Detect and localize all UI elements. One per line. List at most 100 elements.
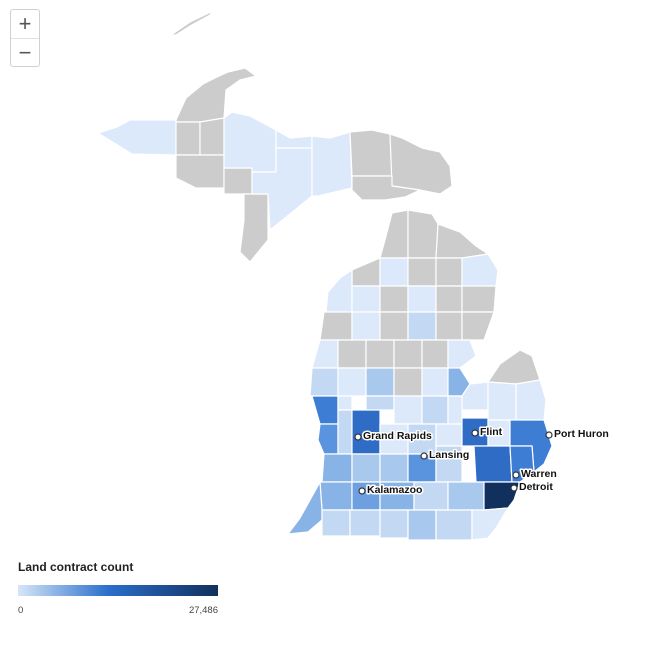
city-label: Port Huron: [554, 428, 609, 440]
county-arenac[interactable]: [447, 339, 477, 369]
county-hillsdale[interactable]: [435, 509, 473, 541]
county-alcona[interactable]: [461, 285, 497, 313]
city-marker[interactable]: Port Huron: [545, 427, 610, 442]
zoom-controls: + −: [10, 9, 40, 67]
county-kalkaska[interactable]: [379, 285, 409, 313]
county-roscommon[interactable]: [407, 311, 437, 341]
county-benzie[interactable]: [319, 311, 353, 341]
county-menominee[interactable]: [239, 193, 269, 263]
county-schoolcraft[interactable]: [311, 131, 353, 197]
upper-peninsula: [97, 10, 453, 263]
county-oakland[interactable]: [473, 445, 513, 483]
county-lenawee[interactable]: [471, 507, 509, 541]
county-isabella[interactable]: [393, 367, 423, 397]
legend-min-label: 0: [18, 605, 24, 616]
county-cheboygan[interactable]: [407, 209, 439, 259]
county-chippewa[interactable]: [389, 133, 453, 195]
county-huron[interactable]: [487, 349, 541, 385]
city-marker[interactable]: Kalamazoo: [358, 483, 424, 498]
county-baraga[interactable]: [199, 117, 225, 156]
county-oceana[interactable]: [311, 395, 339, 425]
county-dickinson[interactable]: [223, 167, 253, 195]
county-van-buren[interactable]: [287, 481, 323, 535]
county-washtenaw[interactable]: [447, 481, 485, 511]
county-grand-traverse[interactable]: [351, 285, 381, 313]
county-otsego[interactable]: [407, 257, 437, 287]
county-mecosta-newaygo[interactable]: [337, 367, 367, 397]
county-newaygo[interactable]: [337, 395, 353, 411]
county-shiawassee[interactable]: [435, 423, 463, 447]
city-marker[interactable]: Flint: [471, 425, 504, 440]
county-barry[interactable]: [351, 453, 381, 483]
city-label: Detroit: [519, 481, 553, 493]
city-dot: [358, 487, 366, 495]
county-eaton[interactable]: [379, 453, 409, 483]
county-delta[interactable]: [251, 147, 313, 231]
city-dot: [471, 429, 479, 437]
city-dot: [420, 452, 428, 460]
legend-title: Land contract count: [18, 560, 134, 574]
lower-peninsula: [287, 209, 553, 541]
county-iron[interactable]: [175, 154, 225, 189]
county-presque-isle[interactable]: [435, 223, 489, 259]
city-dot: [512, 471, 520, 479]
city-marker[interactable]: Detroit: [510, 480, 555, 495]
city-label: Lansing: [429, 449, 469, 461]
county-antrim[interactable]: [379, 257, 409, 287]
county-charlevoix[interactable]: [351, 257, 381, 287]
county-oscoda[interactable]: [435, 285, 463, 313]
county-branch[interactable]: [407, 509, 437, 541]
county-marquette[interactable]: [223, 111, 277, 173]
city-marker[interactable]: Warren: [512, 467, 558, 482]
county-cass[interactable]: [349, 509, 381, 537]
county-clare[interactable]: [393, 339, 423, 369]
county-alpena[interactable]: [461, 253, 499, 287]
county-luce[interactable]: [349, 129, 393, 177]
county-saginaw[interactable]: [421, 395, 449, 425]
county-leelanau[interactable]: [325, 269, 353, 313]
city-marker[interactable]: Lansing: [420, 448, 471, 463]
county-gogebic[interactable]: [97, 119, 177, 156]
legend-max-label: 27,486: [188, 605, 218, 616]
county-alger[interactable]: [275, 129, 313, 149]
zoom-out-button[interactable]: −: [11, 38, 39, 67]
county-sanilac-north[interactable]: [487, 381, 517, 421]
county-keweenaw[interactable]: [175, 67, 257, 123]
county-saginaw-east[interactable]: [447, 395, 463, 425]
county-emmet[interactable]: [379, 209, 409, 259]
county-ogemaw[interactable]: [435, 311, 463, 341]
county-osceola[interactable]: [365, 339, 395, 369]
county-mason[interactable]: [309, 367, 339, 397]
county-st-joseph[interactable]: [379, 509, 409, 539]
county-gladwin[interactable]: [421, 339, 449, 369]
county-iosco[interactable]: [461, 311, 495, 341]
county-wexford[interactable]: [351, 311, 381, 341]
county-allegan[interactable]: [319, 481, 353, 511]
city-markers: Grand Rapids Flint Port Huron Lansing Warren…: [354, 425, 610, 498]
county-isle-royale[interactable]: [170, 10, 214, 36]
city-label: Warren: [521, 468, 557, 480]
county-lake[interactable]: [337, 339, 367, 369]
city-dot: [545, 431, 553, 439]
county-berrien[interactable]: [321, 509, 351, 537]
county-mackinac[interactable]: [351, 175, 421, 201]
county-crawford[interactable]: [407, 285, 437, 313]
county-sanilac[interactable]: [515, 379, 547, 421]
city-dot: [510, 484, 518, 492]
county-houghton[interactable]: [175, 121, 201, 156]
city-label: Flint: [480, 426, 503, 438]
county-gratiot[interactable]: [393, 395, 423, 425]
city-marker[interactable]: Grand Rapids: [354, 429, 434, 444]
zoom-in-button[interactable]: +: [18, 11, 32, 36]
county-kent-west[interactable]: [337, 409, 353, 455]
county-midland[interactable]: [421, 367, 449, 397]
county-montmorency[interactable]: [435, 257, 463, 287]
county-muskegon[interactable]: [317, 423, 339, 455]
county-missaukee[interactable]: [379, 311, 409, 341]
county-manistee[interactable]: [311, 339, 339, 369]
city-label: Kalamazoo: [367, 484, 422, 496]
county-mecosta[interactable]: [365, 367, 395, 397]
legend: Land contract count 0 27,486: [18, 560, 238, 619]
county-ottawa[interactable]: [321, 453, 353, 483]
